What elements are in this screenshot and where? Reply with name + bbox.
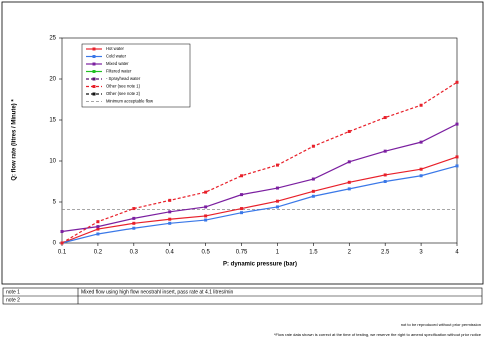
legend-marker	[92, 77, 96, 81]
legend-label: Cold water	[106, 54, 127, 59]
point-marker	[96, 227, 100, 231]
point-marker	[132, 216, 136, 220]
point-marker	[347, 160, 351, 164]
point-marker	[419, 103, 423, 107]
legend-marker	[92, 47, 96, 51]
footer-text: not to be reproduced without prior permi…	[401, 322, 481, 327]
point-marker	[240, 193, 244, 197]
legend-marker	[92, 85, 96, 88]
note-label: note 2	[6, 298, 20, 304]
point-marker	[275, 163, 279, 167]
series-line	[61, 156, 458, 244]
y-tick-label: 25	[49, 36, 56, 42]
y-tick-label: 10	[49, 159, 56, 165]
point-marker	[132, 207, 136, 211]
legend-label: Mixed water	[106, 61, 129, 66]
point-marker	[204, 205, 208, 209]
legend-label: Hot water	[106, 46, 125, 51]
x-tick-label: 3	[419, 250, 423, 256]
point-marker	[275, 205, 279, 209]
point-marker	[168, 210, 172, 214]
point-marker	[275, 186, 279, 190]
point-marker	[60, 241, 64, 245]
point-marker	[204, 218, 208, 222]
legend-marker	[92, 62, 96, 66]
point-marker	[419, 174, 423, 178]
legend-box	[81, 43, 191, 108]
legend-marker	[92, 70, 96, 73]
point-marker	[419, 140, 423, 144]
point-marker	[168, 217, 172, 221]
point-marker	[132, 226, 136, 230]
x-tick-label: 2.5	[381, 250, 390, 256]
x-tick-label: 0.2	[94, 250, 103, 256]
point-marker	[96, 225, 100, 229]
point-marker	[240, 211, 244, 215]
series-line	[61, 81, 458, 244]
x-tick-label: 1.5	[309, 250, 318, 256]
legend-label: Minimum acceptable flow	[106, 99, 154, 104]
chart-frame	[1, 1, 484, 285]
point-marker	[383, 173, 387, 177]
point-marker	[60, 230, 64, 234]
legend-marker	[92, 55, 96, 58]
x-tick-label: 1	[276, 250, 280, 256]
footer-text: *Flow rate data shown is correct at the …	[274, 332, 482, 337]
point-marker	[383, 180, 387, 183]
legend-label: - Sprayhead water	[106, 76, 141, 81]
point-marker	[455, 122, 459, 126]
point-marker	[240, 207, 244, 211]
point-marker	[311, 177, 315, 181]
y-axis-label: Q: flow rate (litres / Minute) *	[12, 99, 18, 181]
legend-label: Filtered water	[106, 69, 132, 74]
x-tick-label: 0.5	[201, 250, 210, 256]
legend-label: Other (see note 1)	[106, 84, 141, 89]
point-marker	[347, 180, 351, 184]
point-marker	[204, 190, 208, 194]
x-tick-label: 0.1	[58, 250, 67, 256]
point-marker	[383, 149, 387, 153]
point-marker	[455, 80, 459, 84]
point-marker	[311, 189, 315, 193]
y-tick-label: 5	[53, 200, 57, 206]
x-tick-label: 0.4	[166, 250, 175, 256]
point-marker	[275, 199, 279, 203]
point-marker	[240, 174, 244, 178]
x-axis-label: P: dynamic pressure (bar)	[223, 262, 297, 268]
point-marker	[455, 164, 459, 168]
point-marker	[383, 116, 387, 120]
point-marker	[204, 214, 208, 218]
point-marker	[419, 167, 423, 171]
note-text: Mixed flow using high flow neostrahl ins…	[81, 290, 234, 296]
series-line	[61, 165, 458, 244]
point-marker	[168, 221, 172, 225]
legend-label: Other (see note 2)	[106, 91, 141, 96]
point-marker	[132, 221, 136, 225]
point-marker	[455, 155, 459, 159]
point-marker	[96, 220, 100, 224]
legend-marker	[92, 92, 96, 96]
y-tick-label: 0	[53, 241, 57, 247]
point-marker	[347, 129, 351, 133]
x-tick-label: 4	[455, 250, 459, 256]
x-tick-label: 0.75	[236, 250, 248, 256]
note-label: note 1	[6, 290, 20, 296]
x-tick-label: 2	[348, 250, 352, 256]
point-marker	[311, 144, 315, 148]
x-tick-label: 0.3	[130, 250, 139, 256]
y-tick-label: 15	[49, 118, 56, 124]
point-marker	[96, 232, 100, 236]
point-marker	[311, 194, 315, 198]
point-marker	[347, 187, 351, 191]
point-marker	[168, 198, 172, 202]
y-tick-label: 20	[49, 77, 56, 83]
series-line	[61, 123, 458, 233]
plot-area	[61, 37, 458, 244]
